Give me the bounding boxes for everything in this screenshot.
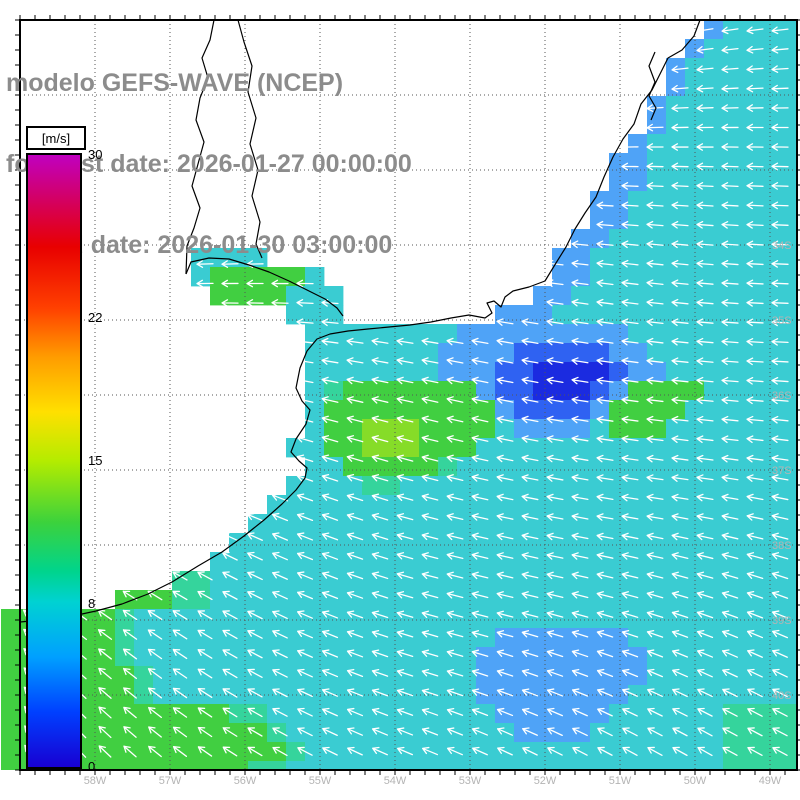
lon-label: 52W (534, 775, 557, 787)
forecast-date: forecast date: 2026-01-27 00:00:00 (6, 150, 412, 178)
lon-label: 55W (309, 775, 332, 787)
lat-label: 40S (772, 690, 792, 702)
lat-label: 37S (772, 465, 792, 477)
colorbar: [m/s] 30 22 15 8 0 (26, 126, 146, 774)
lon-label: 51W (609, 775, 632, 787)
colorbar-tick-label: 8 (88, 595, 96, 611)
lat-label: 34S (772, 240, 792, 252)
colorbar-bar-wrap: 30 22 15 8 0 (26, 147, 146, 774)
lon-label: 58W (84, 775, 107, 787)
lon-label: 57W (159, 775, 182, 787)
colorbar-tick-label: 0 (88, 759, 96, 774)
colorbar-gradient-bar (26, 153, 82, 769)
lon-label: 49W (759, 775, 782, 787)
title-block: modelo GEFS-WAVE (NCEP) forecast date: 2… (6, 16, 412, 313)
lon-label: 54W (384, 775, 407, 787)
colorbar-tick-label: 22 (88, 310, 103, 326)
coastline (19, 19, 701, 623)
model-title: modelo GEFS-WAVE (NCEP) (6, 69, 344, 97)
lat-label: 35S (772, 315, 792, 327)
lat-label: 39S (772, 615, 792, 627)
lon-label: 53W (459, 775, 482, 787)
colorbar-tick-label: 15 (88, 453, 103, 468)
colorbar-unit-label: [m/s] (26, 126, 86, 150)
lat-label: 38S (772, 540, 792, 552)
colorbar-tick-label: 30 (88, 147, 103, 162)
wind-arrows (22, 26, 789, 759)
lat-label: 36S (772, 390, 792, 402)
lon-label: 56W (234, 775, 257, 787)
lon-label: 50W (684, 775, 707, 787)
axis-labels: 34S 35S 36S 37S 38S 39S 40S 58W 57W 56W 55W 54W 53W 5… (84, 240, 792, 787)
graticule (20, 20, 797, 770)
colorbar-ticks: 30 22 15 8 0 (88, 147, 128, 774)
